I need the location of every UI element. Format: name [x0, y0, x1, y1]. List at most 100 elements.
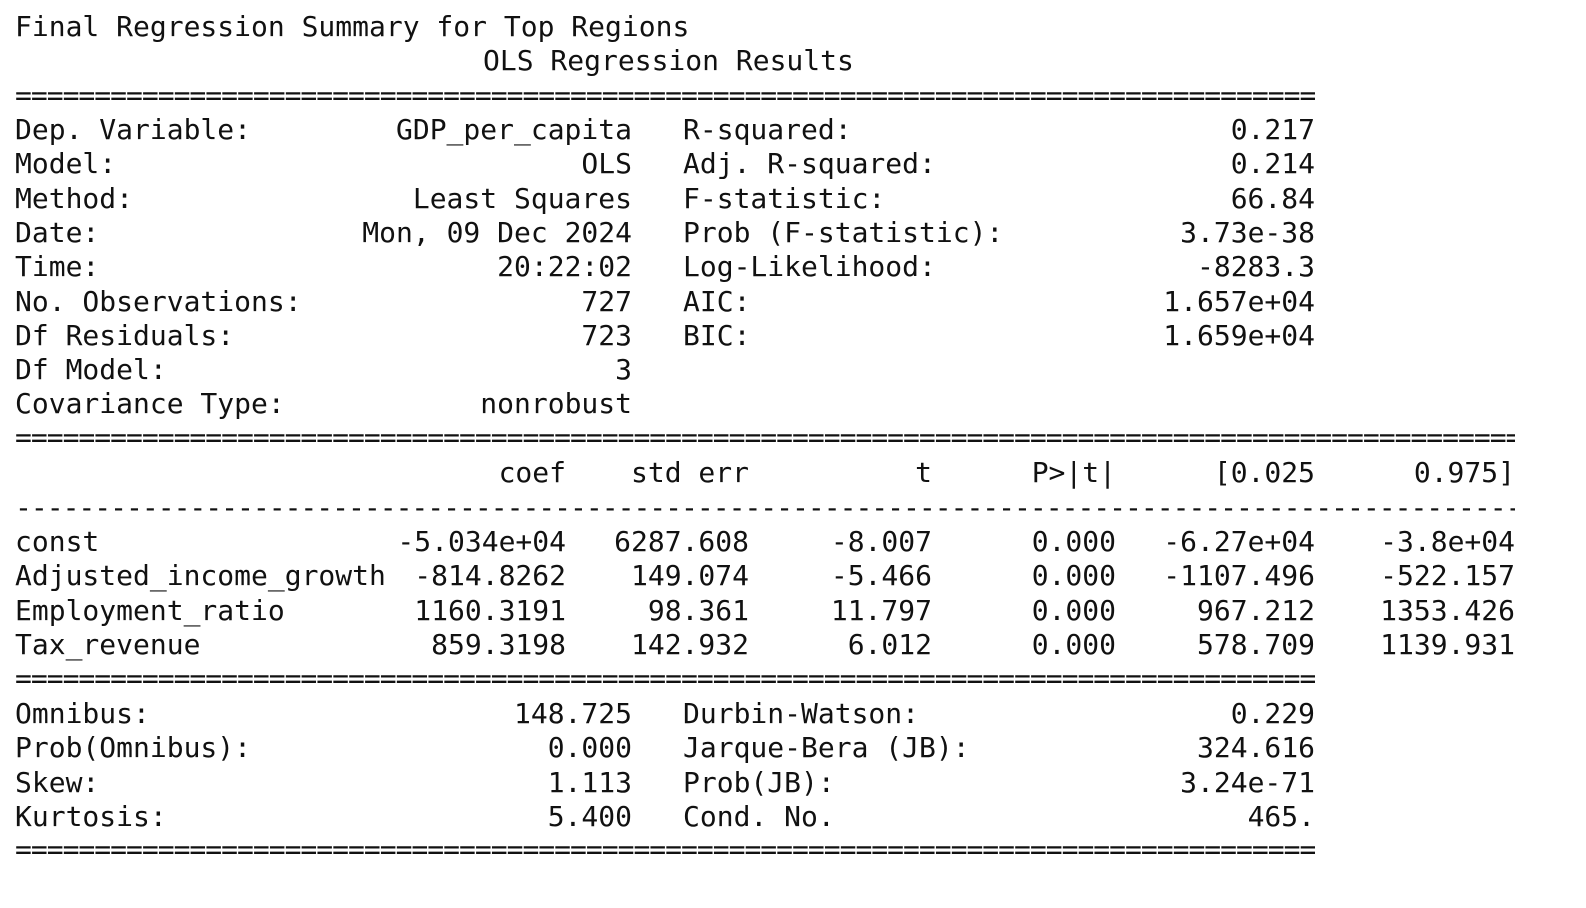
diagnostics-right-value: 465.	[1247, 799, 1315, 833]
rule-before-diagnostics: ========================================…	[15, 671, 1315, 687]
diagnostics-left-label: Skew:	[15, 765, 100, 799]
diagnostics-left-value: 0.000	[547, 731, 632, 765]
coef-cell-t: 6.012	[847, 627, 932, 661]
summary-left-value: 727	[581, 284, 632, 318]
summary-row: Dep. Variable: GDP_per_capita R-squared: 0.…	[15, 113, 1335, 147]
summary-left-value: nonrobust	[480, 387, 632, 421]
summary-left-value: 3	[615, 353, 632, 387]
diagnostics-left-label: Omnibus:	[15, 697, 150, 730]
diagnostics-right-value: 324.616	[1196, 731, 1315, 765]
summary-right-label: R-squared:	[683, 113, 852, 146]
diagnostics-row: Kurtosis: 5.400 Cond. No. 465.	[15, 800, 1335, 834]
diagnostics-left-value: 148.725	[513, 697, 632, 730]
coef-column-header: [0.025	[1213, 456, 1315, 489]
summary-left-value: 723	[581, 318, 632, 352]
coef-column-header: coef	[498, 456, 566, 489]
coef-cell-p: 0.000	[1031, 559, 1116, 593]
coef-column-header: t	[915, 456, 932, 489]
coef-cell-hi: -522.157	[1380, 559, 1515, 593]
coef-cell-std-err: 142.932	[630, 627, 749, 661]
summary-row: Method: Least Squares F-statistic: 66.84	[15, 182, 1335, 216]
coef-table-row: Adjusted_income_growth -814.8262 149.074 -5…	[15, 559, 1535, 593]
coef-column-header: 0.975]	[1413, 456, 1515, 489]
summary-row: Df Model: 3	[15, 353, 1335, 387]
diagnostics-left-label: Prob(Omnibus):	[15, 731, 252, 765]
summary-row: Time: 20:22:02 Log-Likelihood: -8283.3	[15, 250, 1335, 284]
coef-cell-std-err: 98.361	[647, 593, 749, 627]
summary-left-label: Df Model:	[15, 353, 167, 387]
summary-left-value: OLS	[581, 147, 632, 181]
diagnostics-right-value: 0.229	[1230, 697, 1315, 730]
diagnostics-row: Prob(Omnibus): 0.000 Jarque-Bera (JB): 324.…	[15, 731, 1335, 765]
coef-row-name: const	[15, 525, 100, 558]
summary-right-label: Prob (F-statistic):	[683, 215, 1004, 249]
rule-under-header: ----------------------------------------…	[15, 500, 1515, 516]
diagnostics-right-label: Durbin-Watson:	[683, 697, 920, 730]
coef-cell-std-err: 6287.608	[614, 525, 749, 558]
results-heading: OLS Regression Results	[483, 44, 854, 77]
coef-column-header: std err	[630, 456, 749, 489]
coef-cell-lo: 967.212	[1196, 593, 1315, 627]
summary-right-label: Adj. R-squared:	[683, 147, 936, 181]
summary-right-label: Log-Likelihood:	[683, 250, 936, 284]
coef-cell-t: -8.007	[830, 525, 932, 558]
summary-right-label: F-statistic:	[683, 181, 886, 215]
coef-cell-p: 0.000	[1031, 593, 1116, 627]
diagnostics-left-value: 1.113	[547, 765, 632, 799]
summary-right-label: AIC:	[683, 284, 751, 318]
rule-bottom: ========================================…	[15, 842, 1315, 858]
coef-cell-lo: 578.709	[1196, 627, 1315, 661]
diagnostics-row: Omnibus: 148.725 Durbin-Watson: 0.229	[15, 697, 1335, 731]
coef-cell-coef: -814.8262	[414, 559, 566, 593]
coef-row-name: Adjusted_income_growth	[15, 559, 386, 593]
coef-cell-coef: 859.3198	[431, 627, 566, 661]
summary-left-label: Dep. Variable:	[15, 113, 252, 146]
summary-right-value: 1.657e+04	[1163, 284, 1315, 318]
summary-left-label: Covariance Type:	[15, 387, 285, 421]
coef-table-row: Tax_revenue 859.3198 142.932 6.012 0.000 578.…	[15, 628, 1535, 662]
coef-header-row: coef std err t P>|t| [0.025 0.975]	[15, 456, 1535, 490]
rule-top: ========================================…	[15, 88, 1315, 104]
summary-right-value: 1.659e+04	[1163, 318, 1315, 352]
diagnostics-right-label: Jarque-Bera (JB):	[683, 731, 970, 765]
summary-right-value: 0.214	[1230, 147, 1315, 181]
summary-left-label: Date:	[15, 215, 100, 249]
output-title: Final Regression Summary for Top Regions	[15, 10, 690, 43]
summary-left-value: Mon, 09 Dec 2024	[362, 215, 632, 249]
summary-left-label: Model:	[15, 147, 117, 181]
summary-right-value: 0.217	[1230, 113, 1315, 146]
coef-cell-t: 11.797	[830, 593, 932, 627]
diagnostics-left-label: Kurtosis:	[15, 799, 167, 833]
diagnostics-left-value: 5.400	[547, 799, 632, 833]
coef-cell-p: 0.000	[1031, 525, 1116, 558]
rule-before-coef: ========================================…	[15, 430, 1515, 446]
diagnostics-right-value: 3.24e-71	[1180, 765, 1315, 799]
coef-cell-lo: -6.27e+04	[1163, 525, 1315, 558]
coef-cell-coef: -5.034e+04	[397, 525, 566, 558]
coef-cell-hi: 1139.931	[1380, 627, 1515, 661]
summary-right-value: 66.84	[1230, 181, 1315, 215]
diagnostics-right-label: Prob(JB):	[683, 765, 835, 799]
summary-row: Date: Mon, 09 Dec 2024 Prob (F-statistic):…	[15, 216, 1335, 250]
coef-cell-p: 0.000	[1031, 627, 1116, 661]
coef-cell-coef: 1160.3191	[414, 593, 566, 627]
coef-table-row: const -5.034e+04 6287.608 -8.007 0.000 -6.27e…	[15, 525, 1535, 559]
coef-row-name: Tax_revenue	[15, 627, 201, 661]
summary-left-label: No. Observations:	[15, 284, 302, 318]
coef-table-row: Employment_ratio 1160.3191 98.361 11.797 0.0…	[15, 594, 1535, 628]
coef-cell-hi: 1353.426	[1380, 593, 1515, 627]
summary-left-label: Time:	[15, 250, 100, 284]
summary-left-value: Least Squares	[412, 181, 632, 215]
diagnostics-right-label: Cond. No.	[683, 799, 835, 833]
coef-column-header: P>|t|	[1031, 456, 1116, 489]
coef-cell-std-err: 149.074	[630, 559, 749, 593]
summary-row: Model: OLS Adj. R-squared: 0.214	[15, 147, 1335, 181]
coef-cell-hi: -3.8e+04	[1380, 525, 1515, 558]
summary-left-label: Method:	[15, 181, 134, 215]
coef-cell-lo: -1107.496	[1163, 559, 1315, 593]
summary-row: Covariance Type: nonrobust	[15, 387, 1335, 421]
summary-right-value: -8283.3	[1196, 250, 1315, 284]
diagnostics-row: Skew: 1.113 Prob(JB): 3.24e-71	[15, 766, 1335, 800]
coef-row-name: Employment_ratio	[15, 593, 285, 627]
